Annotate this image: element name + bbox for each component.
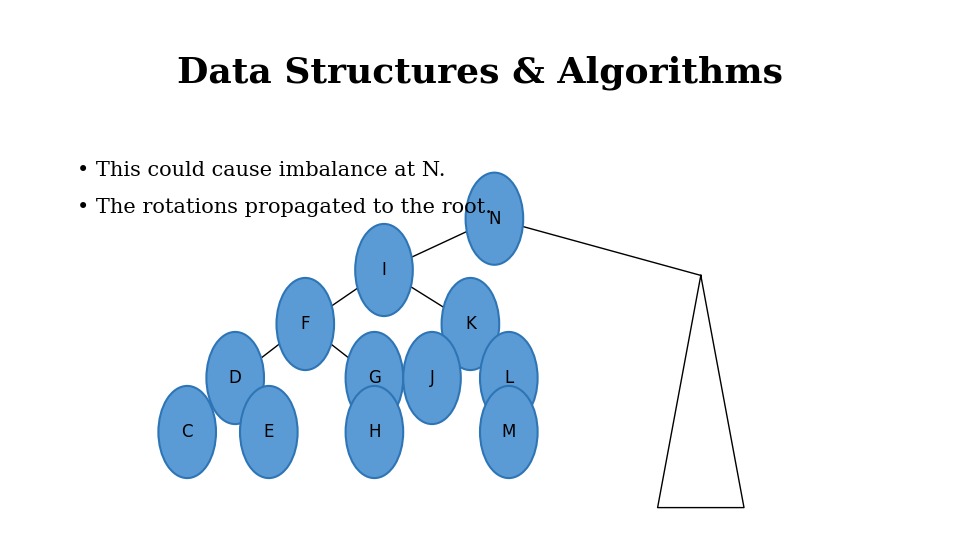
Text: C: C [181, 423, 193, 441]
Ellipse shape [442, 278, 499, 370]
Text: I: I [381, 261, 387, 279]
Text: G: G [368, 369, 381, 387]
Ellipse shape [240, 386, 298, 478]
Text: J: J [429, 369, 435, 387]
Ellipse shape [355, 224, 413, 316]
Text: N: N [488, 210, 501, 228]
Text: F: F [300, 315, 310, 333]
Text: K: K [465, 315, 476, 333]
Ellipse shape [466, 173, 523, 265]
Ellipse shape [346, 386, 403, 478]
Ellipse shape [480, 386, 538, 478]
Text: • The rotations propagated to the root.: • The rotations propagated to the root. [77, 198, 492, 218]
Text: M: M [502, 423, 516, 441]
Ellipse shape [403, 332, 461, 424]
Ellipse shape [276, 278, 334, 370]
Text: Data Structures & Algorithms: Data Structures & Algorithms [177, 56, 783, 90]
Text: H: H [368, 423, 381, 441]
Text: D: D [228, 369, 242, 387]
Text: • This could cause imbalance at N.: • This could cause imbalance at N. [77, 160, 445, 180]
Ellipse shape [480, 332, 538, 424]
Ellipse shape [206, 332, 264, 424]
Text: L: L [504, 369, 514, 387]
Ellipse shape [346, 332, 403, 424]
Ellipse shape [158, 386, 216, 478]
Text: E: E [264, 423, 274, 441]
